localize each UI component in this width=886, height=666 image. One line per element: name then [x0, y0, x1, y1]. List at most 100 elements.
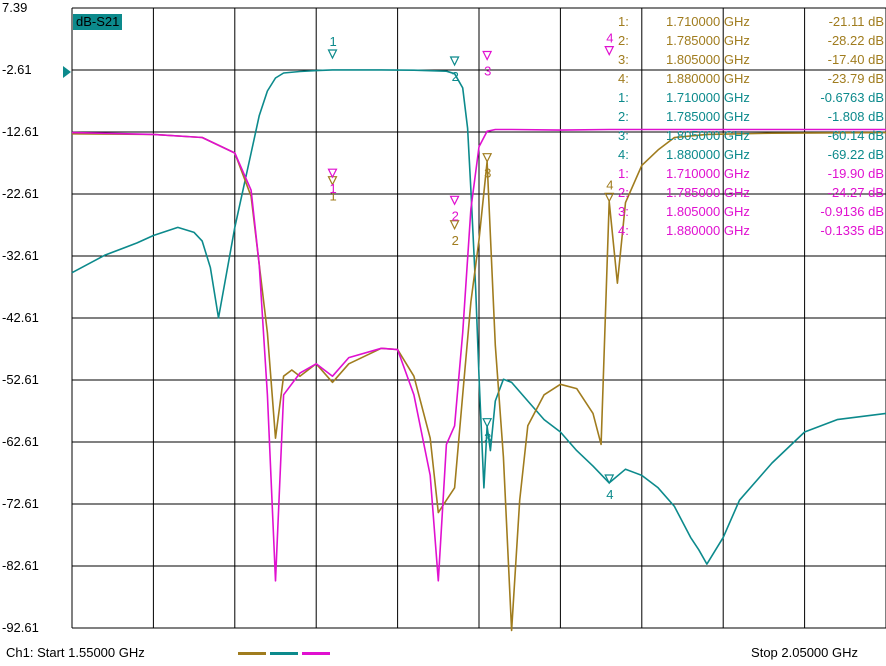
- marker-frequency-cell: 1.880000 GHz: [666, 71, 750, 86]
- marker-triangle-icon: [449, 220, 460, 231]
- marker-readout-row: 2: 1.785000 GHz -1.808 dB: [604, 107, 886, 126]
- marker-frequency-cell: 1.880000 GHz: [666, 147, 750, 162]
- marker-triangle-icon: [604, 46, 615, 56]
- markers: 1 2 3 4 1 2 3 4 1 2 3 4: [327, 31, 615, 502]
- marker-readout-row: 2: 1.785000 GHz -28.22 dB: [604, 31, 886, 50]
- marker-triangle-icon: [449, 56, 460, 67]
- y-tick-label: 7.39: [2, 0, 28, 15]
- marker-number: 4: [606, 487, 613, 502]
- stop-frequency-label: Stop 2.05000 GHz: [751, 645, 858, 660]
- marker-frequency-cell: 1.805000 GHz: [666, 204, 750, 219]
- marker-s22-1[interactable]: 1: [327, 168, 338, 196]
- y-tick-label: -12.61: [2, 124, 39, 139]
- marker-number-cell: 4:: [618, 147, 629, 162]
- marker-s21-3[interactable]: 3: [482, 418, 493, 446]
- y-tick-label: -42.61: [2, 310, 39, 325]
- marker-s11-2[interactable]: 2: [449, 220, 460, 248]
- marker-number: 2: [452, 69, 459, 84]
- marker-s22-2[interactable]: 2: [449, 195, 460, 223]
- trace-label-badge[interactable]: dB-S21: [73, 14, 123, 30]
- marker-s11-3[interactable]: 3: [482, 153, 493, 181]
- status-footer: Ch1: Start 1.55000 GHz Stop 2.05000 GHz: [0, 640, 886, 666]
- marker-value-cell: -21.11 dB: [828, 14, 884, 29]
- marker-readout-row: 2: 1.785000 GHz -24.27 dB: [604, 183, 886, 202]
- marker-frequency-cell: 1.785000 GHz: [666, 185, 750, 200]
- trace-s21: [71, 69, 886, 565]
- marker-frequency-cell: 1.785000 GHz: [666, 109, 750, 124]
- marker-readout-row: 4: 1.880000 GHz -0.1335 dB: [604, 221, 886, 240]
- trace-s22: [71, 128, 886, 582]
- marker-number: 2: [452, 233, 459, 248]
- marker-value-cell: -0.1335 dB: [820, 223, 884, 238]
- y-tick-label: -62.61: [2, 434, 39, 449]
- marker-readout-row: 1: 1.710000 GHz -19.90 dB: [604, 164, 886, 183]
- y-tick-label: -52.61: [2, 372, 39, 387]
- marker-frequency-cell: 1.710000 GHz: [666, 14, 750, 29]
- marker-s21-1[interactable]: 1: [327, 34, 338, 60]
- marker-value-cell: -1.808 dB: [827, 109, 884, 124]
- marker-s21-4[interactable]: 4: [604, 474, 615, 502]
- marker-triangle-icon: [482, 153, 493, 164]
- marker-frequency-cell: 1.710000 GHz: [666, 166, 750, 181]
- marker-number-cell: 4:: [618, 71, 629, 86]
- marker-readout-table: 1: 1.710000 GHz -21.11 dB 2: 1.785000 GHz -28…: [604, 12, 886, 240]
- marker-number: 4: [606, 177, 613, 192]
- marker-number: 3: [484, 63, 491, 78]
- marker-s21-2[interactable]: 2: [449, 56, 460, 84]
- marker-s11-4[interactable]: 4: [604, 177, 615, 203]
- marker-number: 3: [484, 166, 491, 181]
- marker-readout-row: 3: 1.805000 GHz -17.40 dB: [604, 50, 886, 69]
- marker-value-cell: -0.6763 dB: [820, 90, 884, 105]
- marker-number: 4: [606, 31, 613, 46]
- trace-s11: [71, 131, 886, 632]
- marker-number-cell: 2:: [618, 185, 629, 200]
- marker-value-cell: -19.90 dB: [827, 166, 884, 181]
- marker-number-cell: 2:: [618, 109, 629, 124]
- marker-number: 1: [329, 34, 336, 49]
- plot-area: 1 2 3 4 1 2 3 4 1 2 3 4: [71, 7, 886, 632]
- y-tick-label: -32.61: [2, 248, 39, 263]
- marker-number-cell: 3:: [618, 128, 629, 143]
- marker-readout-row: 1: 1.710000 GHz -0.6763 dB: [604, 88, 886, 107]
- marker-number-cell: 3:: [618, 52, 629, 67]
- marker-value-cell: -69.22 dB: [827, 147, 884, 162]
- y-tick-label: -82.61: [2, 558, 39, 573]
- marker-value-cell: -24.27 dB: [827, 185, 884, 200]
- marker-number-cell: 1:: [618, 166, 629, 181]
- marker-s22-3[interactable]: 3: [482, 50, 493, 78]
- marker-number: 1: [329, 189, 336, 204]
- legend-line-s22: [302, 652, 330, 655]
- y-tick-label: -92.61: [2, 620, 39, 635]
- marker-number: 2: [452, 208, 459, 223]
- marker-triangle-icon: [482, 50, 493, 61]
- y-tick-label: -22.61: [2, 186, 39, 201]
- marker-value-cell: -28.22 dB: [827, 33, 884, 48]
- marker-frequency-cell: 1.785000 GHz: [666, 33, 750, 48]
- start-frequency-label: Ch1: Start 1.55000 GHz: [6, 645, 145, 660]
- legend-line-s11: [238, 652, 266, 655]
- marker-readout-row: 3: 1.805000 GHz -60.14 dB: [604, 126, 886, 145]
- marker-triangle-icon: [327, 168, 338, 179]
- marker-triangle-icon: [327, 49, 338, 60]
- marker-triangle-icon: [449, 195, 460, 206]
- marker-number: 3: [484, 431, 491, 446]
- marker-number-cell: 3:: [618, 204, 629, 219]
- marker-number-cell: 1:: [618, 90, 629, 105]
- marker-triangle-icon: [604, 192, 615, 203]
- marker-frequency-cell: 1.880000 GHz: [666, 223, 750, 238]
- reference-level-arrow-icon[interactable]: [63, 66, 71, 78]
- marker-frequency-cell: 1.710000 GHz: [666, 90, 750, 105]
- marker-number-cell: 2:: [618, 33, 629, 48]
- marker-s22-4[interactable]: 4: [604, 31, 615, 56]
- y-tick-label: -72.61: [2, 496, 39, 511]
- marker-number-cell: 4:: [618, 223, 629, 238]
- marker-triangle-icon: [482, 418, 493, 429]
- marker-triangle-icon: [604, 474, 615, 485]
- marker-frequency-cell: 1.805000 GHz: [666, 52, 750, 67]
- traces: [71, 69, 886, 632]
- marker-value-cell: -0.9136 dB: [820, 204, 884, 219]
- marker-value-cell: -60.14 dB: [827, 128, 884, 143]
- y-tick-label: -2.61: [2, 62, 32, 77]
- marker-frequency-cell: 1.805000 GHz: [666, 128, 750, 143]
- marker-readout-row: 4: 1.880000 GHz -23.79 dB: [604, 69, 886, 88]
